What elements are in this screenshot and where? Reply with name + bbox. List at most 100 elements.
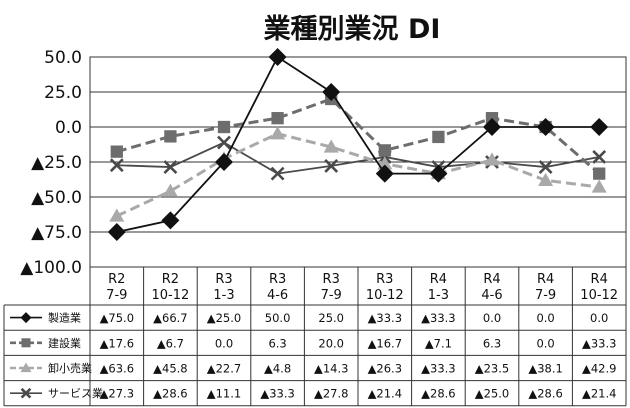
category-label: 7-9 bbox=[321, 288, 342, 303]
y-tick-label: ▲50.0 bbox=[31, 188, 82, 208]
table-row: 卸小売業 ▲63.6 ▲45.8 ▲22.7 ▲4.8 ▲14.3 ▲26.3 ▲33.3 ▲2… bbox=[10, 361, 616, 376]
table-cell: ▲38.1 bbox=[528, 362, 562, 376]
data-point bbox=[110, 145, 123, 158]
table-cell: ▲75.0 bbox=[100, 311, 134, 325]
table-cell: ▲33.3 bbox=[421, 362, 455, 376]
data-point bbox=[268, 48, 287, 66]
data-point bbox=[432, 130, 445, 144]
category-label: R3 bbox=[376, 272, 393, 287]
table-cell: 6.3 bbox=[483, 336, 501, 350]
category-label: 10-12 bbox=[152, 288, 190, 303]
series-name: 建設業 bbox=[48, 336, 81, 350]
y-tick-label: ▲75.0 bbox=[31, 223, 82, 243]
table-cell: 6.3 bbox=[268, 336, 286, 350]
table-cell: ▲25.0 bbox=[475, 387, 509, 401]
data-point bbox=[217, 120, 231, 134]
series-line bbox=[116, 55, 600, 233]
series-4 bbox=[109, 135, 607, 181]
table-cell: 25.0 bbox=[318, 311, 344, 325]
data-point bbox=[590, 118, 609, 136]
table-cell: ▲16.7 bbox=[368, 336, 402, 350]
series-line bbox=[116, 97, 601, 175]
data-point bbox=[483, 118, 501, 136]
data-point bbox=[270, 126, 286, 140]
data-point bbox=[109, 158, 124, 173]
chart-title: 業種別業況 DI bbox=[264, 14, 441, 45]
category-label: R3 bbox=[215, 272, 232, 287]
category-label: R4 bbox=[591, 272, 608, 287]
y-tick-label: 25.0 bbox=[44, 83, 82, 103]
table-cell: ▲26.3 bbox=[368, 362, 402, 376]
table-cell: ▲4.8 bbox=[264, 362, 291, 376]
data-point bbox=[324, 159, 339, 173]
series-line bbox=[116, 132, 600, 218]
table-cell: ▲21.4 bbox=[582, 387, 616, 401]
y-tick-label: ▲100.0 bbox=[20, 258, 82, 278]
data-point bbox=[375, 164, 394, 183]
table-cell: ▲28.6 bbox=[153, 387, 187, 401]
table-cell: ▲27.3 bbox=[100, 387, 134, 401]
table-cell: 0.0 bbox=[536, 311, 554, 325]
data-point bbox=[322, 83, 341, 101]
table-cell: 50.0 bbox=[265, 311, 291, 325]
series-3 bbox=[109, 126, 607, 222]
series-name: 卸小売業 bbox=[48, 361, 92, 375]
data-point bbox=[536, 118, 555, 136]
category-label: 1-3 bbox=[213, 288, 234, 303]
series-name: 製造業 bbox=[48, 311, 81, 325]
series-1 bbox=[107, 48, 609, 241]
table-cell: ▲22.7 bbox=[207, 362, 241, 376]
data-point bbox=[215, 153, 233, 171]
data-point bbox=[591, 179, 607, 193]
table-cell: ▲45.8 bbox=[153, 362, 187, 376]
table-cell: ▲28.6 bbox=[528, 387, 562, 401]
table-cell: ▲66.7 bbox=[153, 311, 187, 325]
category-label: 7-9 bbox=[535, 288, 556, 303]
series-2 bbox=[110, 92, 606, 180]
table-cell: ▲7.1 bbox=[425, 336, 452, 350]
table-cell: ▲33.3 bbox=[582, 336, 616, 350]
data-point bbox=[538, 160, 553, 174]
data-point bbox=[484, 152, 500, 166]
table-cell: ▲63.6 bbox=[100, 362, 134, 376]
category-label: R3 bbox=[269, 272, 286, 287]
data-point bbox=[538, 172, 554, 186]
table-cell: ▲27.8 bbox=[314, 387, 348, 401]
data-point bbox=[593, 167, 606, 180]
category-label: R4 bbox=[483, 272, 500, 287]
data-point bbox=[161, 211, 180, 230]
series-line bbox=[116, 141, 600, 175]
table-cell: ▲33.3 bbox=[421, 311, 455, 325]
data-point bbox=[323, 139, 339, 153]
table-cell: ▲28.6 bbox=[421, 387, 455, 401]
data-point bbox=[109, 208, 125, 222]
table-cell: 0.0 bbox=[590, 311, 608, 325]
category-label: 1-3 bbox=[428, 288, 449, 303]
data-point bbox=[107, 223, 126, 241]
table-cell: ▲14.3 bbox=[314, 362, 348, 376]
category-label: 4-6 bbox=[481, 288, 502, 303]
category-label: R2 bbox=[108, 272, 125, 287]
table-cell: ▲11.1 bbox=[207, 387, 241, 401]
data-point bbox=[163, 160, 178, 174]
table-cell: 0.0 bbox=[483, 311, 501, 325]
y-tick-label: 0.0 bbox=[55, 118, 82, 138]
data-table: R27-9R210-12R31-3R34-6R37-9R310-12R41-3R… bbox=[3, 267, 627, 407]
table-cell: ▲25.0 bbox=[207, 311, 241, 325]
data-point bbox=[21, 338, 31, 348]
table-row: 製造業 ▲75.0 ▲66.7 ▲25.0 50.0 25.0 ▲33.3 ▲33.3 0.0 0… bbox=[10, 311, 608, 325]
data-point bbox=[592, 150, 607, 164]
category-label: 7-9 bbox=[106, 288, 127, 303]
category-label: R2 bbox=[162, 272, 179, 287]
table-cell: 0.0 bbox=[215, 336, 233, 350]
series-name: サービス業 bbox=[48, 387, 103, 400]
y-axis: 50.0 25.0 0.0 ▲25.0 ▲50.0 ▲75.0 ▲100.0 bbox=[20, 48, 82, 278]
category-label: 10-12 bbox=[580, 288, 618, 303]
table-row: 建設業 ▲17.6 ▲6.7 0.0 6.3 20.0 ▲16.7 ▲7.1 6.3 0.0 ▲33… bbox=[10, 336, 616, 350]
table-cell: 0.0 bbox=[536, 336, 554, 350]
table-cell: ▲33.3 bbox=[260, 387, 294, 401]
category-label: 10-12 bbox=[366, 288, 404, 303]
data-point bbox=[270, 166, 285, 181]
